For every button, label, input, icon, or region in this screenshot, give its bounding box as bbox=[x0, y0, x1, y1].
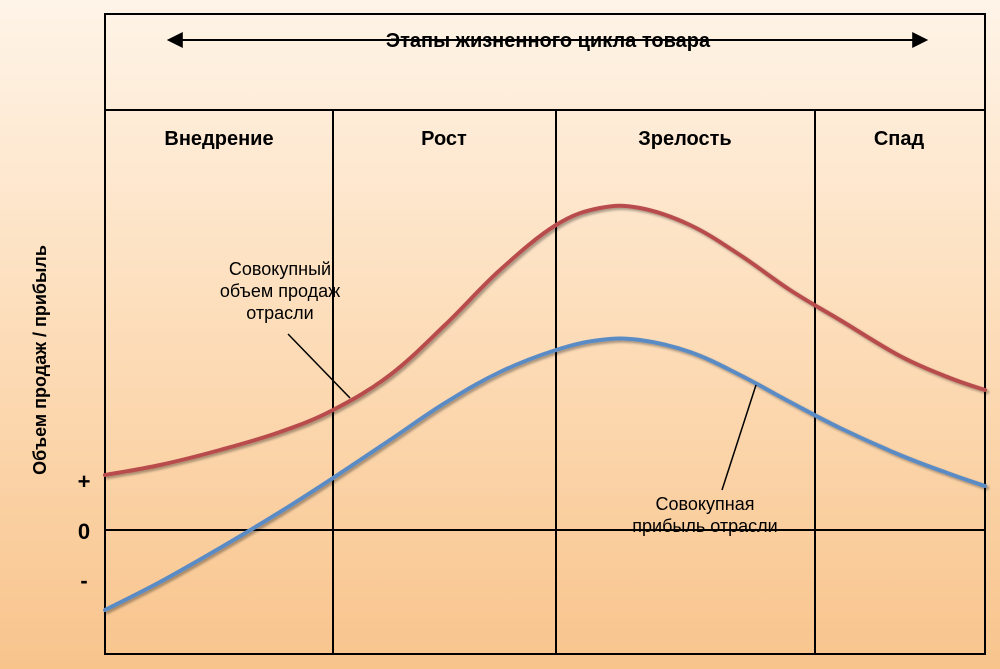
y-tick-2: - bbox=[80, 568, 87, 593]
anno-sales-line-1: объем продаж bbox=[220, 281, 340, 301]
stage-label-1: Рост bbox=[421, 128, 467, 150]
anno-sales-line-2: отрасли bbox=[246, 303, 313, 323]
y-tick-1: 0 bbox=[78, 519, 90, 544]
lifecycle-chart-svg: Этапы жизненного цикла товара Внедрение Р… bbox=[0, 0, 1000, 669]
chart-container: Этапы жизненного цикла товара Внедрение Р… bbox=[0, 0, 1000, 669]
chart-title: Этапы жизненного цикла товара bbox=[386, 30, 711, 52]
stage-label-2: Зрелость bbox=[638, 128, 731, 150]
y-axis-label: Объем продаж / прибыль bbox=[30, 245, 50, 475]
anno-profit-line-1: прибыль отрасли bbox=[632, 516, 777, 536]
stage-label-0: Внедрение bbox=[164, 128, 273, 150]
stage-label-3: Спад bbox=[874, 128, 925, 150]
anno-profit-line-0: Совокупная bbox=[656, 494, 755, 514]
chart-background bbox=[0, 0, 1000, 669]
y-tick-0: + bbox=[78, 469, 91, 494]
anno-sales-line-0: Совокупный bbox=[229, 259, 331, 279]
